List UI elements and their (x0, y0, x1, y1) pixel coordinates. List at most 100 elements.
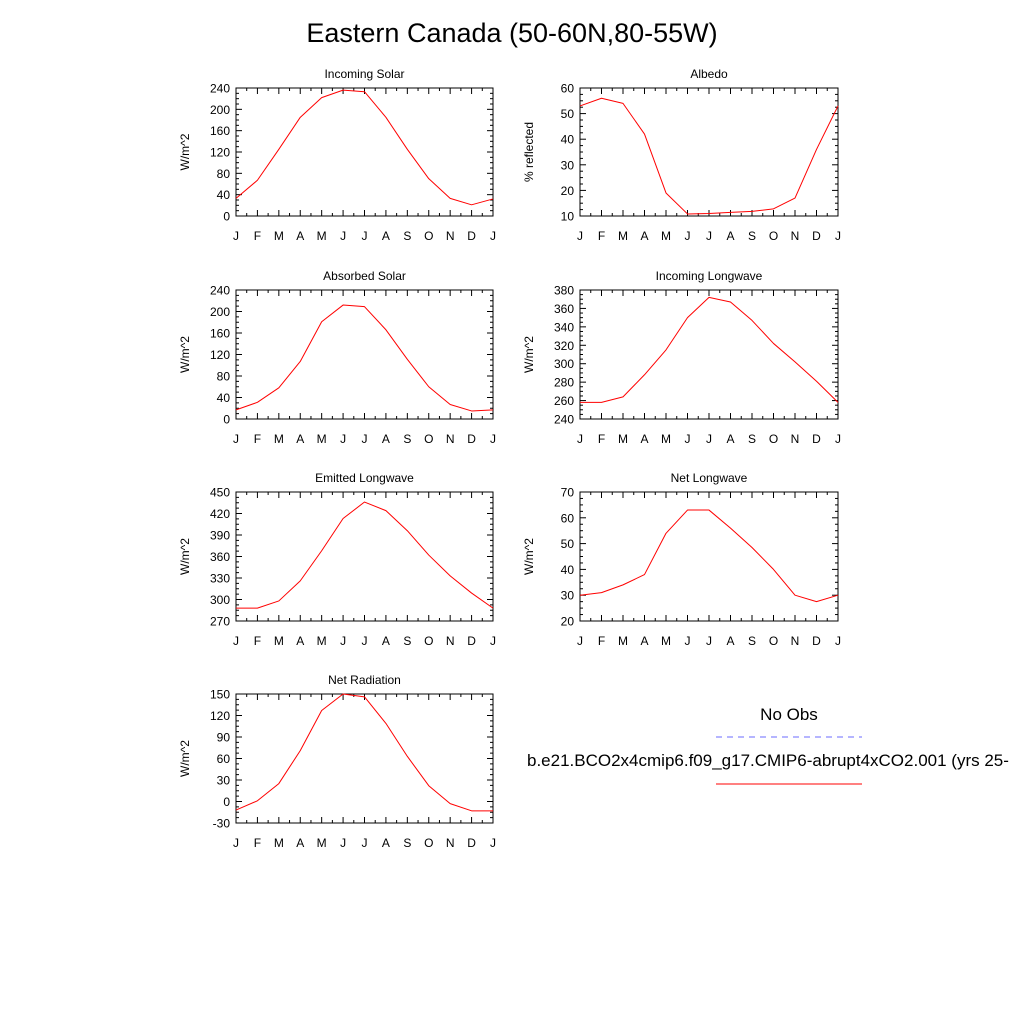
x-tick-label: A (382, 836, 390, 850)
y-tick-label: 30 (217, 774, 231, 788)
y-tick-label: 60 (561, 82, 575, 96)
x-tick-label: A (296, 432, 304, 446)
x-tick-label: D (467, 229, 476, 243)
y-tick-label: 50 (561, 537, 575, 551)
x-tick-label: F (254, 229, 261, 243)
x-tick-label: D (812, 634, 821, 648)
y-tick-label: 30 (561, 589, 575, 603)
y-tick-label: 20 (561, 184, 575, 198)
x-tick-label: N (791, 432, 800, 446)
y-tick-label: 60 (561, 511, 575, 525)
series-line (579, 509, 839, 603)
x-tick-label: J (577, 432, 583, 446)
panel-title: Absorbed Solar (323, 269, 406, 283)
x-tick-label: J (340, 229, 346, 243)
y-tick-label: 80 (217, 370, 231, 384)
x-tick-label: M (661, 229, 671, 243)
x-tick-label: F (598, 229, 605, 243)
x-tick-label: M (317, 229, 327, 243)
x-tick-label: D (467, 836, 476, 850)
y-tick-label: 240 (210, 284, 230, 298)
y-axis-label: W/m^2 (178, 538, 192, 575)
y-tick-label: 320 (554, 339, 574, 353)
x-tick-label: J (340, 634, 346, 648)
x-tick-label: N (446, 229, 455, 243)
y-axis-label: W/m^2 (522, 336, 536, 373)
x-tick-label: A (640, 634, 648, 648)
y-tick-label: 70 (561, 486, 575, 500)
x-tick-label: J (490, 634, 496, 648)
panel-title: Albedo (690, 67, 728, 81)
x-tick-label: O (769, 229, 778, 243)
plot-frame (579, 289, 839, 420)
y-tick-label: 280 (554, 376, 574, 390)
y-tick-label: 50 (561, 107, 575, 121)
page-title: Eastern Canada (50-60N,80-55W) (306, 18, 718, 48)
x-tick-label: J (835, 634, 841, 648)
x-tick-label: J (340, 836, 346, 850)
y-tick-label: 40 (217, 391, 231, 405)
x-tick-label: M (661, 432, 671, 446)
y-tick-label: 120 (210, 709, 230, 723)
x-tick-label: N (791, 229, 800, 243)
y-tick-label: 160 (210, 124, 230, 138)
x-tick-label: O (424, 432, 433, 446)
series-line (235, 304, 494, 412)
x-tick-label: S (403, 836, 411, 850)
x-tick-label: D (467, 432, 476, 446)
panel-title: Incoming Longwave (656, 269, 763, 283)
plot-frame (579, 87, 839, 217)
panel-title: Net Radiation (328, 673, 401, 687)
panel-title: Emitted Longwave (315, 471, 414, 485)
y-tick-label: 390 (210, 529, 230, 543)
x-tick-label: M (618, 432, 628, 446)
x-tick-label: S (748, 432, 756, 446)
x-tick-label: J (577, 229, 583, 243)
y-tick-label: 20 (561, 615, 575, 629)
y-tick-label: 450 (210, 486, 230, 500)
x-tick-label: N (446, 432, 455, 446)
y-tick-label: 40 (217, 188, 231, 202)
y-tick-label: 420 (210, 507, 230, 521)
x-tick-label: M (274, 836, 284, 850)
x-tick-label: A (382, 432, 390, 446)
x-tick-label: S (403, 229, 411, 243)
plot-frame (579, 491, 839, 622)
x-tick-label: A (296, 229, 304, 243)
series-line (580, 296, 839, 403)
y-tick-label: 360 (554, 302, 574, 316)
x-tick-label: N (791, 634, 800, 648)
x-tick-label: F (254, 432, 261, 446)
plot-frame (235, 289, 494, 420)
x-tick-label: M (618, 634, 628, 648)
y-tick-label: 270 (210, 615, 230, 629)
x-tick-label: O (424, 836, 433, 850)
x-tick-label: M (618, 229, 628, 243)
x-tick-label: F (598, 432, 605, 446)
x-tick-label: J (362, 836, 368, 850)
x-tick-label: N (446, 634, 455, 648)
x-tick-label: A (296, 836, 304, 850)
x-tick-label: J (340, 432, 346, 446)
y-tick-label: 240 (210, 82, 230, 96)
y-axis-label: W/m^2 (522, 538, 536, 575)
x-tick-label: S (748, 634, 756, 648)
x-tick-label: J (835, 229, 841, 243)
x-tick-label: J (490, 229, 496, 243)
plot-frame (235, 87, 494, 217)
x-tick-label: J (490, 836, 496, 850)
x-tick-label: J (685, 634, 691, 648)
y-tick-label: 300 (554, 357, 574, 371)
x-tick-label: M (317, 432, 327, 446)
x-tick-label: A (726, 634, 734, 648)
x-tick-label: J (490, 432, 496, 446)
y-tick-label: 260 (554, 394, 574, 408)
x-tick-label: J (233, 634, 239, 648)
series-line (579, 97, 839, 215)
y-axis-label: W/m^2 (178, 133, 192, 170)
